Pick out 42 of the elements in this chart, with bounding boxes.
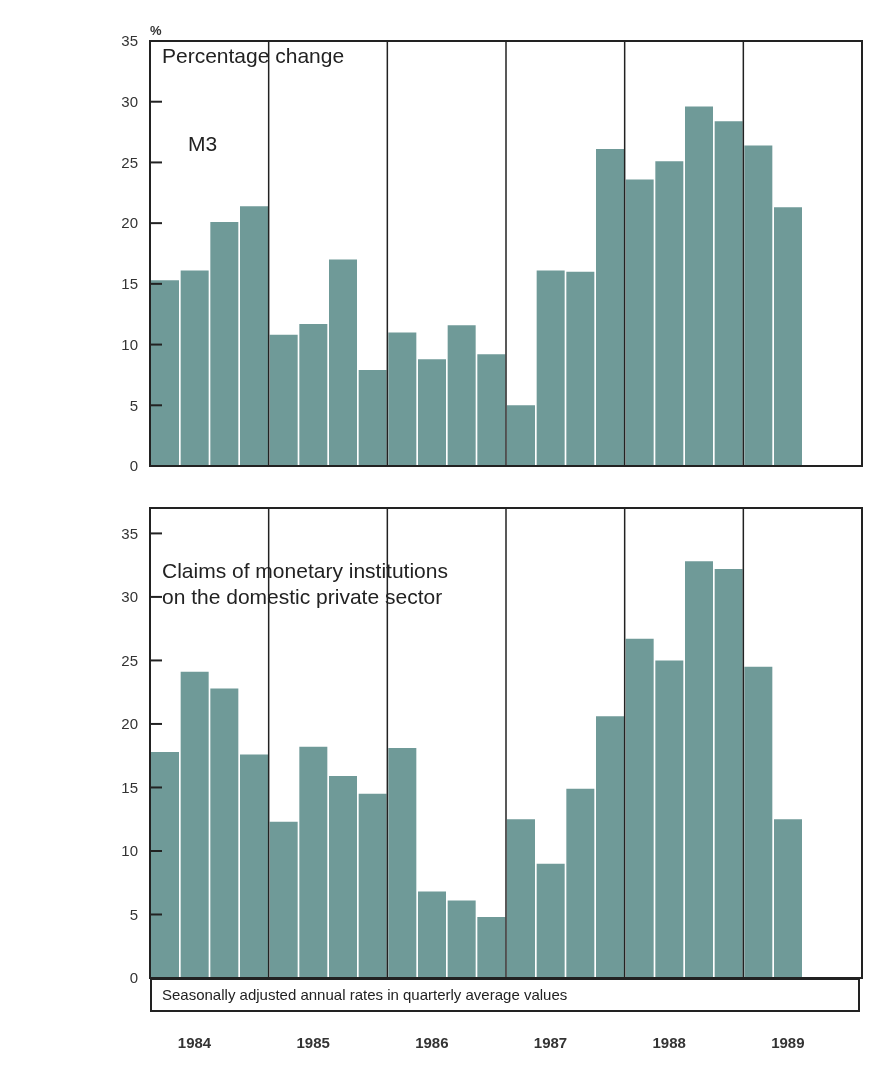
y-tick-label: 0 [129, 969, 138, 987]
bar [151, 280, 179, 466]
bar [418, 359, 446, 466]
y-axis-title: % [150, 23, 162, 38]
bar [774, 207, 802, 466]
bar [507, 819, 535, 978]
bar [596, 716, 624, 978]
y-tick-label: 25 [121, 651, 138, 669]
x-tick-label: 1988 [652, 1034, 686, 1051]
y-tick-label: 10 [121, 842, 138, 860]
bar [240, 206, 268, 466]
y-tick-label: 30 [121, 92, 138, 110]
y-tick-label: 10 [121, 335, 138, 353]
x-tick-label: 1985 [296, 1034, 330, 1051]
y-tick-label: 15 [121, 778, 138, 796]
bar [596, 149, 624, 466]
text: M3 [188, 132, 218, 155]
y-tick-label: 0 [129, 457, 138, 475]
bar [418, 891, 446, 978]
bar [774, 819, 802, 978]
text: Seasonally adjusted annual rates in quarterly average values [150, 978, 860, 1012]
y-tick-label: 35 [121, 524, 138, 542]
y-tick-label: 5 [129, 396, 138, 414]
bar [507, 405, 535, 466]
chart-title: Percentage change [162, 44, 345, 67]
y-tick-label: 30 [121, 588, 138, 606]
y-tick-label: 35 [121, 32, 138, 50]
y-tick-label: 20 [121, 715, 138, 733]
y-tick-label: 20 [121, 214, 138, 232]
x-tick-label: 1986 [415, 1034, 449, 1051]
bar [329, 776, 357, 978]
y-tick-label: 5 [129, 905, 138, 923]
bar [240, 754, 268, 978]
y-tick-label: 15 [121, 275, 138, 293]
x-tick-label: 1984 [177, 1034, 212, 1051]
x-tick-label: 1989 [771, 1034, 805, 1051]
bar [329, 259, 357, 466]
bar [685, 106, 713, 466]
bar [151, 751, 179, 978]
y-tick-label: 25 [121, 153, 138, 171]
x-tick-label: 1987 [533, 1034, 568, 1051]
bar [685, 561, 713, 978]
